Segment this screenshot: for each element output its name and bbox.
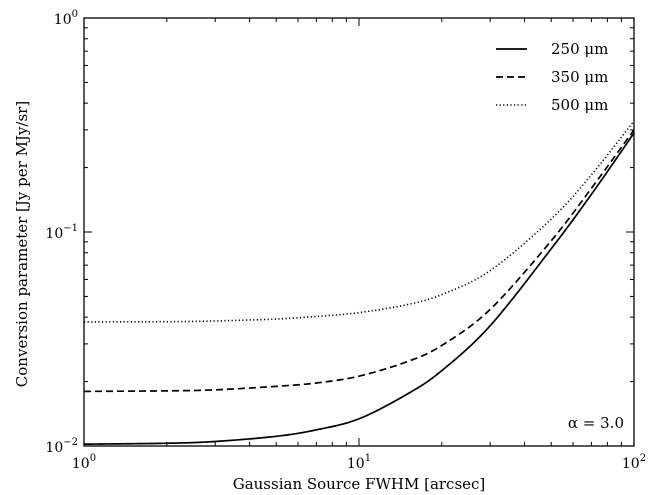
plot-lines [83, 120, 635, 446]
series-line-1 [83, 132, 635, 446]
x-tick-label: 101 [347, 453, 371, 472]
series-line-2 [83, 129, 635, 393]
x-axis-label: Gaussian Source FWHM [arcsec] [233, 475, 486, 493]
x-tick-label: 100 [72, 453, 96, 472]
legend: 250 μm 350 μm 500 μm [496, 40, 608, 114]
x-tick-label: 102 [622, 453, 646, 472]
alpha-annotation: α = 3.0 [568, 414, 624, 432]
y-tick-label: 10−2 [45, 437, 78, 456]
y-tick-label: 10−1 [45, 223, 78, 242]
series-line-3 [83, 120, 635, 323]
y-axis-label: Conversion parameter [Jy per MJy/sr] [13, 101, 31, 387]
y-tick-label: 100 [54, 9, 78, 28]
legend-label-2: 350 μm [551, 68, 608, 86]
legend-label-1: 250 μm [551, 40, 608, 58]
tick-labels: 100 101 102 10−2 10−1 100 [45, 9, 646, 472]
legend-label-3: 500 μm [551, 96, 608, 114]
plot-frame [83, 17, 635, 447]
